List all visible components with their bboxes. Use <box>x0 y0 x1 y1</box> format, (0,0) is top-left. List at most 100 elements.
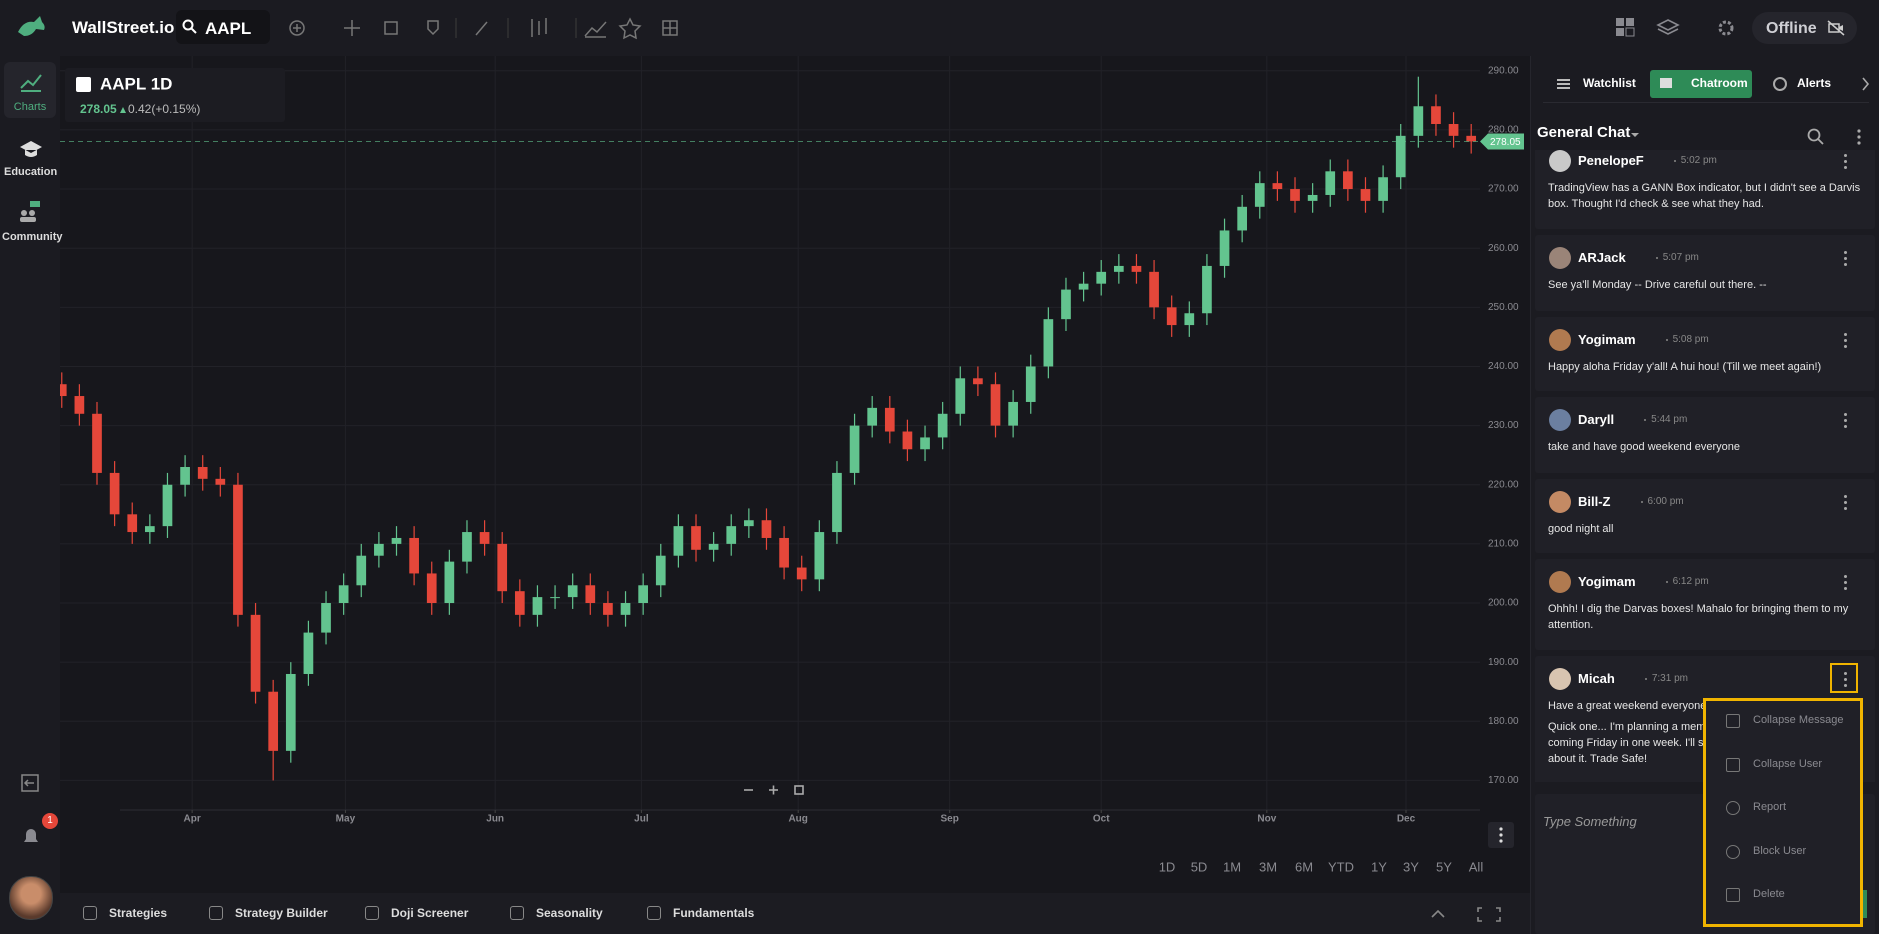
chat-tab[interactable]: Alerts <box>1797 76 1832 90</box>
timeframe-button[interactable]: 1D <box>1159 859 1176 874</box>
chat-tab[interactable]: Watchlist <box>1583 76 1636 90</box>
message-menu[interactable] <box>1844 154 1848 170</box>
nav-label: Education <box>4 166 58 178</box>
timeframe-button[interactable]: YTD <box>1328 859 1354 874</box>
timeframe-button[interactable]: All <box>1469 859 1484 874</box>
candle-body <box>1395 135 1406 178</box>
candle-body <box>603 603 613 615</box>
nav-community[interactable]: Community <box>2 196 63 252</box>
last-price-label: 278.05 <box>1490 137 1521 148</box>
message-user[interactable]: Yogimam <box>1578 332 1636 347</box>
message-user[interactable]: Daryll <box>1578 412 1615 427</box>
message-menu[interactable] <box>1844 575 1848 591</box>
message-line: Quick one... I'm planning a memi <box>1548 721 1708 733</box>
y-tick-label: 220.00 <box>1488 479 1519 490</box>
candle-body <box>1113 265 1124 272</box>
candle-body <box>1219 230 1230 266</box>
offline-icon <box>1827 20 1845 36</box>
menu-item[interactable]: Collapse Message <box>1753 714 1844 726</box>
community-icon <box>20 201 40 222</box>
timeframe-button[interactable]: 6M <box>1295 859 1313 874</box>
brand: WallStreet.io <box>72 18 175 37</box>
candle-body <box>902 431 913 450</box>
bottom-item[interactable]: Seasonality <box>536 906 603 920</box>
candle-body <box>250 614 261 692</box>
symbol-icon <box>76 77 91 92</box>
timeframe-button[interactable]: 5D <box>1191 859 1208 874</box>
candle-body <box>1237 206 1248 231</box>
message-user[interactable]: Yogimam <box>1578 574 1636 589</box>
message-user[interactable]: Micah <box>1578 671 1615 686</box>
candle-body <box>550 597 560 599</box>
message-user[interactable]: Bill-Z <box>1578 494 1611 509</box>
message-menu[interactable] <box>1844 495 1848 511</box>
candle-body <box>338 585 349 604</box>
candle-body <box>285 673 296 751</box>
kebab-highlight[interactable] <box>1830 663 1858 693</box>
search-box[interactable]: AAPL <box>176 10 270 44</box>
logout-icon[interactable] <box>20 773 42 795</box>
message-menu[interactable] <box>1844 333 1848 349</box>
notification-badge: 1 <box>42 813 58 829</box>
message-card: PenelopeF 5:02 pm TradingView has a GANN B… <box>1535 150 1875 229</box>
menu-item[interactable]: Delete <box>1753 888 1785 900</box>
bottom-item[interactable]: Strategies <box>109 906 168 920</box>
kebab-dot <box>1844 684 1847 687</box>
zoom-controls <box>744 785 804 795</box>
bottom-item[interactable]: Strategy Builder <box>235 906 328 920</box>
timeframe-button[interactable]: 5Y <box>1436 859 1452 874</box>
message-line: TradingView has a GANN Box indicator, bu… <box>1548 182 1861 194</box>
candle-body <box>180 467 190 485</box>
kebab-dot <box>1844 672 1847 675</box>
timeframe-button[interactable]: 3M <box>1259 859 1277 874</box>
grid <box>60 56 1480 810</box>
bottom-item[interactable]: Doji Screener <box>391 906 469 920</box>
candle-body <box>937 413 948 438</box>
bottom-item[interactable]: Fundamentals <box>673 906 755 920</box>
bell-icon[interactable] <box>20 826 42 848</box>
avatar <box>1549 571 1571 593</box>
bottom-icon <box>365 906 379 920</box>
timeframe-button[interactable]: 3Y <box>1403 859 1419 874</box>
nav-charts[interactable]: Charts <box>4 62 56 118</box>
message-menu[interactable] <box>1844 251 1848 267</box>
menu-item[interactable]: Report <box>1753 801 1787 813</box>
message-menu[interactable] <box>1844 413 1848 429</box>
message-line: Ohhh! I dig the Darvas boxes! Mahalo for… <box>1548 603 1849 615</box>
candle-body <box>303 632 314 674</box>
nav-label: Charts <box>13 101 47 113</box>
candle-body <box>1254 183 1265 207</box>
candle-body <box>1343 171 1353 190</box>
avatar <box>1549 409 1571 431</box>
candle-body <box>321 603 331 633</box>
timeframe-button[interactable]: 1M <box>1223 859 1241 874</box>
message-card: Daryll 5:44 pm take and have good weekend … <box>1535 397 1875 473</box>
room-title[interactable]: General Chat <box>1537 124 1631 141</box>
menu-item[interactable]: Block User <box>1753 844 1807 857</box>
candle-body <box>1008 401 1018 426</box>
timeframe-button[interactable]: 1Y <box>1371 859 1387 874</box>
nav-education[interactable]: Education <box>4 131 58 187</box>
menu-item[interactable]: Collapse User <box>1753 757 1823 770</box>
candle-body <box>74 396 85 414</box>
candle-body <box>268 691 279 751</box>
candle-body <box>955 378 966 414</box>
candle-body <box>426 573 437 604</box>
price-change: 0.42(+0.15%) <box>128 102 200 116</box>
user-avatar[interactable] <box>9 876 53 920</box>
fullscreen[interactable] <box>794 785 804 795</box>
candle-body <box>1413 106 1424 136</box>
message-menu[interactable] <box>1844 672 1848 688</box>
candle-body <box>56 384 67 397</box>
chat-tab[interactable]: Chatroom <box>1691 76 1748 90</box>
status-pill[interactable]: Offline <box>1752 12 1857 44</box>
y-tick-label: 280.00 <box>1488 125 1519 136</box>
candle-body <box>744 520 754 527</box>
y-tick-label: 250.00 <box>1488 302 1519 313</box>
message-user[interactable]: ARJack <box>1578 250 1626 265</box>
message-time: 5:44 pm <box>1651 414 1688 425</box>
last-price: 278.05 <box>80 102 117 116</box>
toolbar-icons <box>289 17 678 40</box>
message-user[interactable]: PenelopeF <box>1578 153 1644 168</box>
kebab-dot <box>1844 160 1847 163</box>
